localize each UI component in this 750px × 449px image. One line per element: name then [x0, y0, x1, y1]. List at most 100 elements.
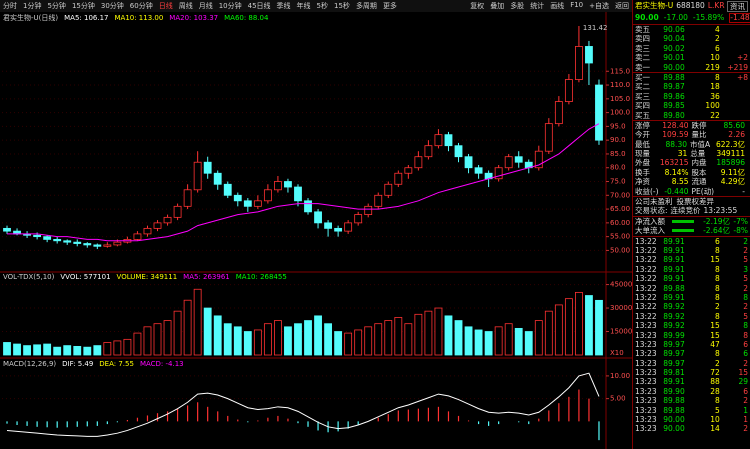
y-tick-label: 75.0 — [610, 178, 626, 186]
tool-button[interactable]: 返回 — [615, 2, 629, 10]
flow-pct: -7% — [733, 216, 748, 226]
trade-volume: 2 — [714, 358, 720, 368]
flow-bar — [671, 229, 694, 233]
trade-count: 6 — [743, 339, 748, 349]
volume-bar — [384, 320, 393, 356]
trade-price: 89.99 — [663, 330, 685, 340]
stat-value: -0.440 — [664, 186, 689, 196]
tool-button[interactable]: 统计 — [530, 2, 545, 10]
tool-button[interactable]: 多股 — [510, 2, 525, 10]
candle-body — [223, 183, 232, 196]
trade-price: 89.97 — [663, 339, 685, 349]
candle-body — [474, 167, 483, 174]
period-tab[interactable]: 分时 — [3, 2, 17, 10]
volume-bar — [284, 326, 292, 356]
period-tab[interactable]: 45日线 — [247, 2, 271, 10]
stat-label: 现量 — [635, 149, 650, 159]
period-tab[interactable]: 1分钟 — [23, 2, 42, 10]
flow-label: 大单流入 — [635, 226, 665, 236]
period-tab[interactable]: 5秒 — [316, 2, 329, 10]
candle-body — [394, 172, 403, 185]
candle-body — [334, 227, 343, 232]
order-price: 90.02 — [663, 43, 685, 53]
trade-count: 2 — [743, 236, 748, 246]
legend-entry: MA5: 263961 — [183, 273, 230, 281]
period-tab[interactable]: 多周期 — [355, 2, 377, 10]
period-tab[interactable]: 30分钟 — [100, 2, 124, 10]
period-tab[interactable]: 年线 — [296, 2, 311, 10]
order-volume: 36 — [710, 91, 720, 101]
y-tick-label: 70.00 — [610, 191, 630, 199]
candle-body — [575, 46, 583, 80]
candle-body — [294, 186, 302, 202]
order-volume: 100 — [705, 101, 720, 111]
trade-volume: 72 — [710, 368, 720, 378]
trade-volume: 47 — [710, 339, 720, 349]
period-tab[interactable]: 5分钟 — [47, 2, 66, 10]
stat-label: 今开 — [635, 130, 650, 140]
candle-body — [454, 145, 463, 158]
stat-label: 流通 — [691, 177, 707, 187]
stat-value: 349111 — [716, 149, 746, 159]
trade-count: 1 — [743, 415, 748, 425]
trade-count: 1 — [743, 405, 748, 415]
volume-bar — [73, 345, 82, 356]
tool-button[interactable]: 叠加 — [490, 2, 505, 10]
order-delta — [720, 34, 748, 43]
volume-bar — [344, 332, 353, 356]
period-tab[interactable]: 15分钟 — [71, 2, 95, 10]
stat-value: 8.14% — [664, 167, 689, 177]
y-tick-label: 60.00 — [610, 219, 630, 227]
tool-button[interactable]: 画线 — [550, 2, 565, 10]
period-tab[interactable]: 15秒 — [334, 2, 350, 10]
stat-value: 9.11亿 — [720, 167, 745, 177]
candle-body — [274, 181, 282, 191]
candle-body — [494, 167, 503, 180]
volume-bar — [253, 329, 262, 356]
trade-price: 89.91 — [663, 264, 685, 274]
stat-row: 最低 88.30 市值A 622.3亿 — [633, 140, 750, 149]
trade-volume: 2 — [714, 302, 720, 312]
trade-price: 89.91 — [663, 245, 685, 255]
candle-body — [33, 234, 42, 238]
tool-button[interactable]: +自选 — [589, 2, 609, 10]
info-button[interactable]: 资讯 — [727, 1, 748, 12]
volume-bar — [33, 344, 42, 356]
chart: 115.0 110.0 105.0 100.0 95.0 90.0 85.0 80.0 75.0… — [0, 12, 632, 449]
tool-button[interactable]: F10 — [570, 1, 584, 9]
period-tab[interactable]: 60分钟 — [129, 2, 153, 10]
stat-row: 涨停 128.40 跌停 85.60 — [633, 119, 750, 130]
volume-bar — [123, 338, 132, 356]
y-tick-label: 100.0 — [610, 109, 630, 117]
trade-time: 13:23 — [635, 321, 657, 331]
period-tab[interactable]: 周线 — [178, 2, 193, 10]
trade-price: 89.97 — [663, 358, 685, 368]
status-row: 交易状态: 连续竞价 13:23:55 — [633, 206, 750, 215]
stat-label: 量比 — [691, 130, 707, 140]
candle-body — [314, 211, 322, 224]
order-price: 89.87 — [663, 82, 685, 92]
trade-volume: 6 — [714, 236, 720, 246]
order-label: 买五 — [635, 110, 650, 120]
order-row: 卖四 90.04 2 — [633, 34, 750, 43]
order-row: 买一 89.88 8 +8 — [633, 71, 750, 82]
volume-bar — [474, 329, 483, 356]
tool-button[interactable]: 复权 — [470, 2, 485, 10]
period-tab[interactable]: 季线 — [276, 2, 291, 10]
trade-count: 3 — [743, 264, 748, 274]
volume-bar — [93, 345, 102, 356]
trade-count: 8 — [743, 292, 748, 302]
tool-buttons: 复权 叠加 多股 统计 画线 F10 +自选 返回 — [467, 1, 632, 11]
trade-row: 13:22 89.91 6 2 — [633, 235, 750, 246]
volume-bar — [53, 346, 62, 356]
period-tab[interactable]: 更多 — [382, 2, 397, 10]
stat-label: 净资 — [635, 177, 650, 187]
volume-bar — [203, 307, 212, 356]
legend-entry: MA10: 113.00 — [114, 14, 163, 22]
volume-bar — [504, 323, 513, 356]
pane-title: VOL-TDX(5,10) — [3, 273, 55, 281]
period-tab[interactable]: 10分钟 — [218, 2, 242, 10]
period-tab[interactable]: 月线 — [198, 2, 213, 10]
stock-code: 688180 — [676, 1, 705, 10]
period-tab[interactable]: 日线 — [158, 2, 173, 10]
